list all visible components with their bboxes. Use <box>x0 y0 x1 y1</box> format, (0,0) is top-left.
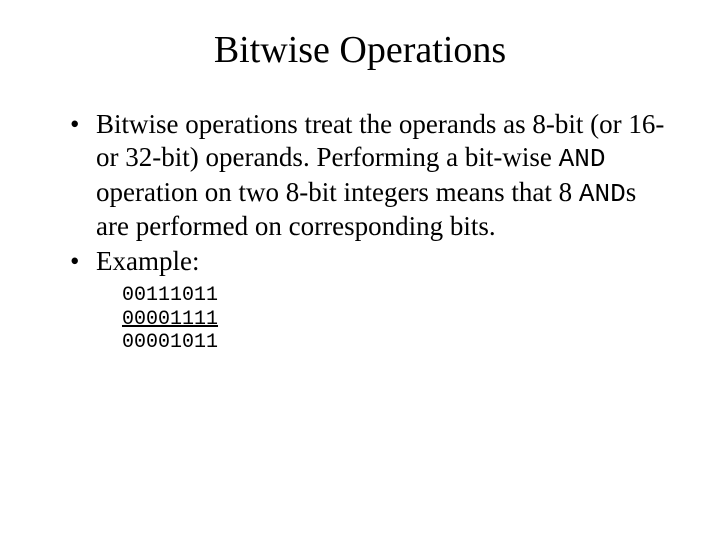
bullet1-text-part2: operation on two 8-bit integers means th… <box>96 177 579 207</box>
slide: Bitwise Operations Bitwise operations tr… <box>0 0 720 540</box>
bullet1-and1: AND <box>559 144 606 174</box>
example-line-3: 00001011 <box>122 331 670 355</box>
example-block: 00111011 00001111 00001011 <box>122 284 670 355</box>
bullet-list: Bitwise operations treat the operands as… <box>70 108 670 278</box>
bullet1-and2: AND <box>579 179 626 209</box>
example-line-2: 00001111 <box>122 308 670 332</box>
bullet-item-1: Bitwise operations treat the operands as… <box>70 108 670 243</box>
bullet2-text: Example: <box>96 246 199 276</box>
slide-title: Bitwise Operations <box>50 28 670 72</box>
example-line-1: 00111011 <box>122 284 670 308</box>
bullet-item-2: Example: <box>70 245 670 278</box>
